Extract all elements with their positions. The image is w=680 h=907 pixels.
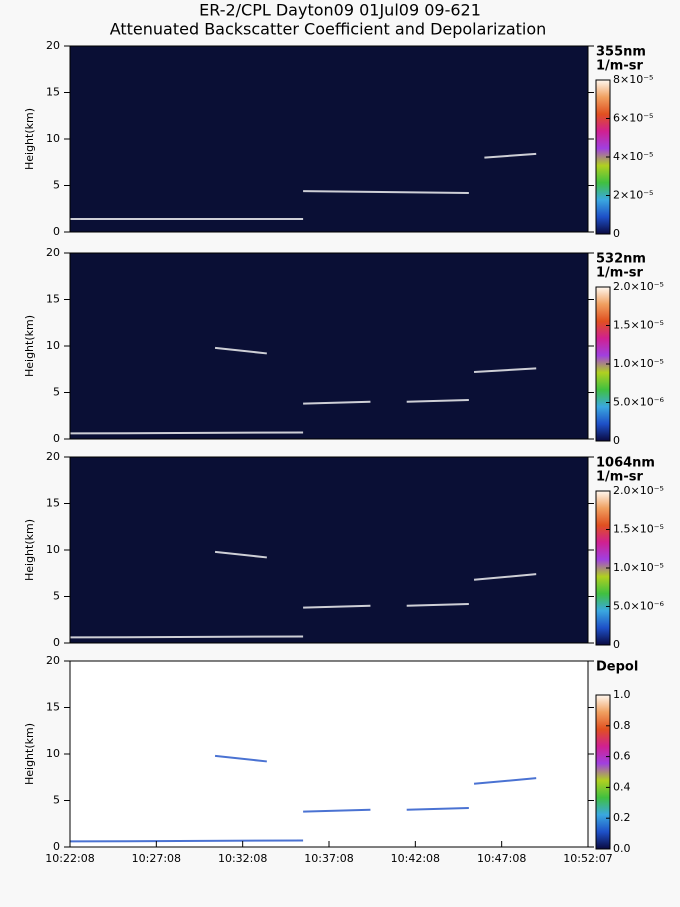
y-tick-label: 10	[46, 339, 60, 352]
colorbar-label: 1064nm	[596, 456, 655, 471]
colorbar-tick-label: 0.2	[613, 811, 631, 824]
y-tick-label: 15	[46, 293, 60, 306]
colorbar-label: 532nm	[596, 252, 646, 267]
y-tick-label: 10	[46, 543, 60, 556]
layer-trace	[69, 431, 304, 435]
colorbar-tick-label: 0.4	[613, 780, 631, 793]
title: ER-2/CPL Dayton09 01Jul09 09-621	[199, 1, 481, 20]
colorbar-tick-label: 0.0	[613, 842, 631, 855]
colorbar-tick-label: 2.0×10⁻⁵	[613, 484, 664, 497]
colorbar-label: 1/m-sr	[596, 266, 643, 281]
y-tick-label: 0	[53, 432, 60, 445]
layer-trace	[473, 573, 537, 581]
layer-trace	[406, 806, 469, 811]
colorbar-label: 1/m-sr	[596, 59, 643, 74]
colorbar-tick-label: 1.5×10⁻⁵	[613, 523, 664, 536]
colorbar-tick-label: 2×10⁻⁵	[613, 189, 653, 202]
colorbar-tick-label: 4×10⁻⁵	[613, 150, 653, 163]
y-axis-label: Height(km)	[23, 108, 36, 170]
y-tick-label: 5	[53, 794, 60, 807]
y-tick-label: 10	[46, 132, 60, 145]
layer-trace	[303, 604, 371, 609]
x-tick-label: 10:22:08	[45, 852, 94, 865]
colorbar-label: 355nm	[596, 45, 646, 60]
layer-trace	[473, 367, 537, 374]
colorbar-tick-label: 1.0×10⁻⁵	[613, 357, 664, 370]
colorbar-tick-label: 0.6	[613, 750, 631, 763]
layer-trace	[214, 550, 267, 559]
colorbar-tick-label: 6×10⁻⁵	[613, 112, 653, 125]
y-tick-label: 15	[46, 701, 60, 714]
subtitle: Attenuated Backscatter Coefficient and D…	[110, 20, 547, 39]
y-tick-label: 15	[46, 86, 60, 99]
x-tick-label: 10:32:08	[218, 852, 267, 865]
colorbar-tick-label: 1.0	[613, 688, 631, 701]
colorbar-tick-label: 0	[613, 227, 620, 240]
x-tick-label: 10:27:08	[132, 852, 181, 865]
x-tick-label: 10:37:08	[304, 852, 353, 865]
layer-trace	[484, 152, 537, 159]
colorbar-tick-label: 5.0×10⁻⁶	[613, 396, 665, 409]
y-axis-label: Height(km)	[23, 723, 36, 785]
y-tick-label: 0	[53, 225, 60, 238]
y-tick-label: 20	[46, 654, 60, 667]
layer-trace	[406, 602, 469, 607]
layer-trace	[214, 754, 267, 763]
layer-trace	[303, 400, 371, 405]
y-axis-label: Height(km)	[23, 315, 36, 377]
y-tick-label: 5	[53, 179, 60, 192]
colorbar-label: Depol	[596, 660, 638, 675]
layer-trace	[406, 398, 469, 403]
layer-trace	[214, 346, 267, 355]
colorbar-label: 1/m-sr	[596, 470, 643, 485]
plot-background	[70, 46, 588, 232]
colorbar-tick-label: 2.0×10⁻⁵	[613, 280, 664, 293]
layer-trace	[69, 839, 304, 843]
y-tick-label: 5	[53, 590, 60, 603]
layer-trace	[303, 808, 371, 813]
colorbar-tick-label: 0	[613, 434, 620, 447]
layer-trace	[473, 777, 537, 785]
x-tick-label: 10:47:08	[477, 852, 526, 865]
colorbar	[595, 694, 611, 850]
y-tick-label: 20	[46, 450, 60, 463]
colorbar-tick-label: 0	[613, 638, 620, 651]
y-tick-label: 20	[46, 39, 60, 52]
y-tick-label: 15	[46, 497, 60, 510]
colorbar-tick-label: 1.0×10⁻⁵	[613, 561, 664, 574]
y-axis-label: Height(km)	[23, 519, 36, 581]
plot-background	[70, 661, 588, 847]
plot-background	[70, 457, 588, 643]
plot-background	[70, 253, 588, 439]
y-tick-label: 5	[53, 386, 60, 399]
layer-trace	[303, 190, 469, 194]
x-tick-label: 10:52:07	[563, 852, 612, 865]
y-tick-label: 10	[46, 747, 60, 760]
y-tick-label: 20	[46, 246, 60, 259]
colorbar-tick-label: 1.5×10⁻⁵	[613, 319, 664, 332]
x-tick-label: 10:42:08	[391, 852, 440, 865]
y-tick-label: 0	[53, 840, 60, 853]
layer-trace	[69, 635, 304, 639]
colorbar-tick-label: 5.0×10⁻⁶	[613, 600, 665, 613]
colorbar-tick-label: 8×10⁻⁵	[613, 73, 653, 86]
y-tick-label: 0	[53, 636, 60, 649]
colorbar-tick-label: 0.8	[613, 719, 631, 732]
